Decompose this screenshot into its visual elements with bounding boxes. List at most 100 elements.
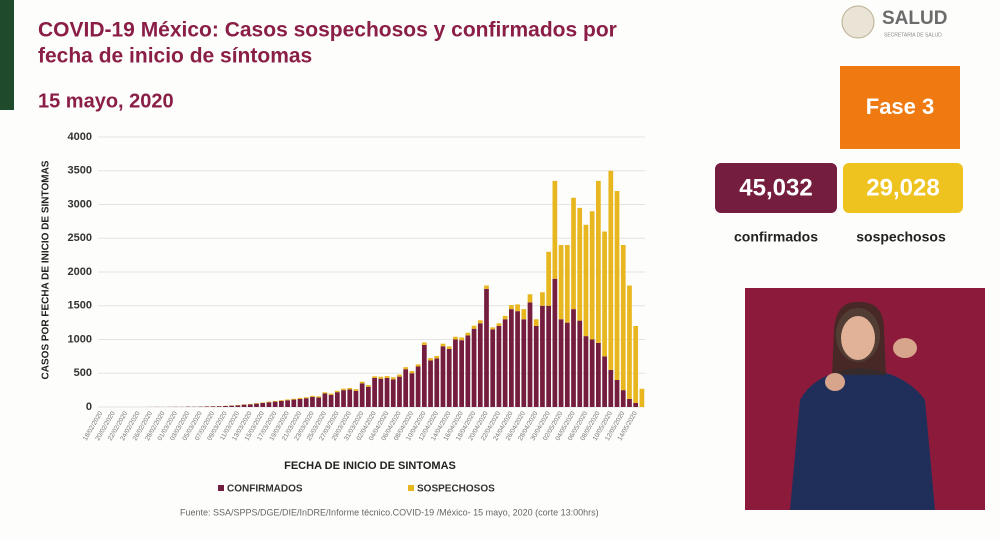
bar [303,397,309,399]
bar [210,406,216,407]
bar [334,392,340,407]
y-tick-label: 0 [86,401,92,413]
side-strip [0,0,14,110]
bar [477,320,483,324]
bar [216,406,222,407]
bar [577,207,583,321]
bar [297,398,303,407]
bar [614,191,620,380]
bar [247,404,253,407]
bar [254,403,259,404]
bar [347,389,353,407]
bar [571,197,576,310]
bar [459,337,464,341]
bar [223,405,228,407]
bar [279,400,284,401]
bar [285,399,290,401]
y-axis-label: CASOS POR FECHA DE INICIO DE SINTOMAS [41,160,52,379]
bar [415,364,421,367]
bar [620,245,626,391]
bar [372,376,377,378]
bar [558,319,564,407]
bar [602,231,607,357]
bar [279,400,284,407]
bar [341,388,346,391]
bar [272,401,278,407]
bar [527,302,533,407]
bar [508,309,514,407]
bar [409,373,415,407]
logo-sub: SECRETARÍA DE SALUD [884,31,942,38]
bar [564,322,570,407]
bar [540,305,545,407]
bar [633,402,639,407]
bar [533,326,539,407]
bar [477,323,483,407]
bar [564,245,570,323]
bar [502,319,508,407]
bar [471,328,477,407]
y-tick-label: 1000 [68,333,92,345]
bar [446,346,452,349]
bar [459,340,464,407]
bar [508,305,514,310]
confirmed-label: confirmados [734,229,818,245]
bar [558,245,564,320]
bar [614,380,620,407]
y-tick-label: 2500 [68,232,92,244]
bar [527,294,533,303]
bar [546,251,552,306]
bar [633,326,639,403]
bar [235,405,241,407]
logo: SALUD [882,8,947,29]
bar [496,326,502,407]
bar [359,381,365,384]
bar [328,394,334,407]
bar [571,309,576,407]
y-tick-label: 1500 [68,300,92,312]
bar [366,386,371,407]
bar [421,342,427,345]
bar [291,398,297,400]
logo-emblem [841,5,875,39]
bar [260,402,266,403]
bar [359,383,365,407]
y-tick-label: 3000 [68,198,92,210]
bar [384,377,390,407]
y-tick-label: 500 [74,367,92,379]
bar [521,319,527,407]
title: COVID-19 México: Casos sospechosos y con… [38,19,617,42]
bar [639,388,645,407]
bar [440,343,446,347]
bar [515,304,520,312]
bar [620,390,626,407]
bar [353,389,359,391]
title: fecha de inicio de síntomas [38,45,312,68]
suspected-total: 29,028 [866,174,939,201]
bar [316,397,322,407]
bar [415,366,421,407]
bar [596,180,601,343]
bar [490,329,496,407]
date: 15 mayo, 2020 [38,90,174,112]
bar [490,327,496,330]
bar [322,392,328,394]
phase: Fase 3 [866,94,935,119]
bar [260,402,266,407]
bar [409,371,415,374]
bar [285,400,290,407]
y-tick-label: 2000 [68,266,92,278]
bar [627,285,632,399]
bar [366,385,371,387]
bar [546,305,552,407]
bar [596,342,601,407]
bar [484,288,489,407]
bar [577,320,583,407]
bar [328,393,334,395]
legend-swatch [408,485,414,491]
bar [608,369,614,407]
bar [521,309,527,320]
bar [583,224,589,337]
bar [291,399,297,407]
